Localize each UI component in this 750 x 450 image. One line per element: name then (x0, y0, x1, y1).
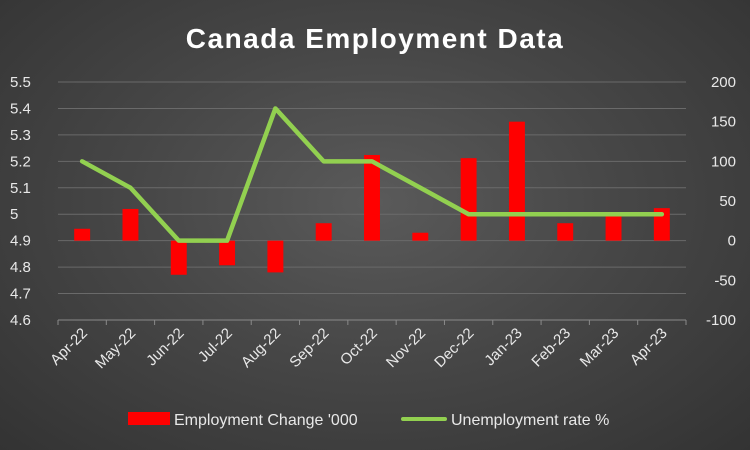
x-axis-tick-label: Nov-22 (383, 325, 429, 371)
x-axis-tick-label: Oct-22 (337, 325, 381, 369)
left-y-axis: 4.6 4.7 4.8 4.9 5 5.1 5.2 5.3 5.4 5.5 (10, 74, 31, 329)
left-axis-tick-label: 5.2 (10, 153, 31, 170)
bar-employment-change (460, 158, 477, 241)
bar-employment-change (364, 154, 380, 241)
bar-employment-change (508, 121, 525, 241)
right-axis-tick-label: 50 (719, 193, 736, 210)
x-axis-tick-label: Jan-23 (481, 325, 525, 369)
left-axis-tick-label: 4.6 (10, 312, 31, 329)
bar-employment-change (122, 208, 139, 241)
left-axis-tick-label: 4.8 (10, 259, 31, 276)
left-axis-tick-label: 5 (10, 206, 18, 223)
left-axis-tick-label: 4.7 (10, 286, 31, 303)
bar-employment-change (219, 240, 236, 266)
x-axis-tick-label: Mar-23 (577, 325, 623, 371)
left-axis-tick-label: 5.1 (10, 180, 31, 197)
legend: Employment Change '000 Unemployment rate… (128, 412, 609, 429)
legend-swatch-employment-change (128, 412, 170, 425)
legend-label-unemployment-rate: Unemployment rate % (451, 412, 609, 429)
x-axis-tick-label: Apr-22 (47, 325, 91, 369)
bar-employment-change (315, 223, 332, 241)
right-axis-tick-label: 200 (711, 74, 736, 91)
right-y-axis: -100 -50 0 50 100 150 200 (706, 74, 736, 329)
right-axis-tick-label: -100 (706, 312, 736, 329)
right-axis-tick-label: 150 (711, 114, 736, 131)
legend-label-employment-change: Employment Change '000 (174, 412, 358, 429)
bar-employment-change (557, 223, 574, 241)
x-axis-tick-label: Aug-22 (238, 325, 284, 371)
left-axis-tick-label: 5.5 (10, 74, 31, 91)
line-series (79, 106, 665, 243)
right-axis-tick-label: 100 (711, 153, 736, 170)
left-axis-tick-label: 5.3 (10, 127, 31, 144)
x-axis-tick-label: May-22 (92, 325, 139, 372)
line-unemployment-rate (79, 106, 665, 243)
x-axis-tick-label: Jun-22 (143, 325, 187, 369)
x-axis-tick-label: Feb-23 (528, 325, 574, 371)
right-axis-tick-label: -50 (714, 272, 736, 289)
x-axis-tick-label: Jul-22 (195, 325, 236, 366)
chart-title: Canada Employment Data (186, 23, 564, 54)
x-axis-tick-label: Sep-22 (286, 325, 332, 371)
bar-employment-change (74, 228, 91, 241)
x-axis-tick-label: Apr-23 (627, 325, 671, 369)
x-axis: Apr-22 May-22 Jun-22 Jul-22 Aug-22 Sep-22 Oct-… (47, 325, 671, 372)
left-axis-tick-label: 5.4 (10, 100, 31, 117)
bar-employment-change (170, 240, 187, 275)
bar-employment-change (267, 240, 284, 273)
left-axis-tick-label: 4.9 (10, 233, 31, 250)
x-axis-tick-label: Dec-22 (431, 325, 477, 371)
bar-employment-change (412, 232, 429, 241)
bar-series (74, 121, 670, 275)
bar-employment-change (605, 212, 622, 241)
right-axis-tick-label: 0 (728, 233, 736, 250)
